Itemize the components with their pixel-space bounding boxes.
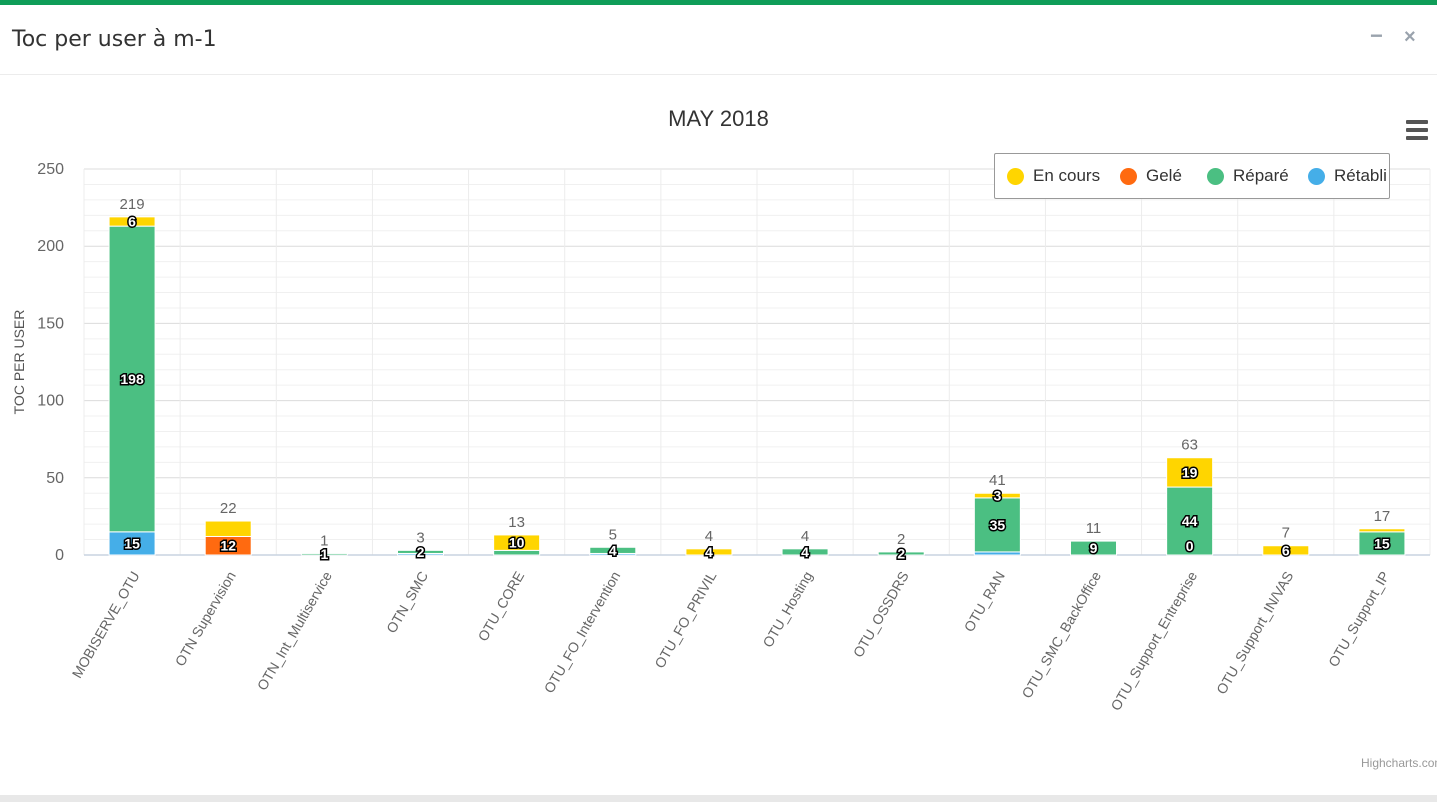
legend-marker — [1308, 167, 1325, 185]
legend-label: Gelé — [1146, 166, 1182, 185]
data-label: 1 — [320, 546, 328, 562]
stack-total-label: 4 — [801, 528, 809, 545]
data-label: 2 — [417, 544, 425, 560]
stack-total-label: 41 — [989, 472, 1006, 489]
legend-marker — [1120, 167, 1137, 185]
x-tick-label: OTU_RAN — [961, 569, 1008, 635]
bar-segment — [589, 546, 637, 554]
footer-strip — [0, 795, 1437, 802]
data-label: 10 — [509, 535, 525, 551]
bar-segment — [781, 548, 829, 556]
x-tick-label: OTU_Support_IP — [1325, 569, 1393, 670]
x-tick-label: OTU_CORE — [474, 569, 527, 644]
legend-item-en-cours[interactable]: En cours — [1007, 164, 1100, 188]
legend-marker — [1007, 167, 1024, 185]
data-label: 4 — [801, 544, 809, 560]
bar-segment — [1166, 457, 1214, 488]
x-tick-label: OTN_SMC — [383, 569, 431, 636]
legend-item-retabli[interactable]: Rétabli — [1308, 164, 1387, 188]
bar-segment — [300, 552, 348, 556]
legend-item-repare[interactable]: Réparé — [1207, 164, 1289, 188]
minimize-button[interactable]: − — [1370, 23, 1383, 48]
legend-label: Rétabli — [1334, 166, 1387, 185]
y-tick-label: 250 — [37, 161, 64, 178]
data-label: 19 — [1182, 464, 1198, 480]
stack-total-label: 5 — [609, 526, 617, 543]
stack-total-label: 11 — [1086, 520, 1102, 537]
bar-segment — [973, 497, 1021, 553]
data-label: 6 — [128, 213, 136, 229]
chart-title: MAY 2018 — [668, 106, 769, 131]
bar-segment — [1070, 540, 1117, 556]
y-tick-label: 50 — [46, 470, 64, 487]
x-tick-label: OTU_FO_PRIVIL — [651, 568, 719, 671]
y-tick-label: 150 — [37, 315, 64, 332]
panel-header: Toc per user à m-1 − × — [0, 5, 1437, 75]
stack-total-label: 63 — [1181, 437, 1198, 454]
bar-segment — [1358, 528, 1406, 533]
legend-label: Réparé — [1233, 166, 1289, 185]
stack-total-label: 17 — [1374, 508, 1391, 525]
stack-total-label: 219 — [120, 196, 145, 213]
x-tick-label: OTU_OSSDRS — [850, 569, 912, 661]
x-tick-label: OTU_Hosting — [759, 569, 815, 650]
y-tick-label: 200 — [37, 238, 64, 255]
y-axis-title: TOC PER USER — [11, 310, 27, 415]
panel-title: Toc per user à m-1 — [12, 27, 217, 52]
stack-total-label: 4 — [705, 528, 713, 545]
chart-menu-icon[interactable] — [1405, 118, 1429, 142]
credits-link[interactable]: Highcharts.com — [1361, 756, 1437, 770]
bar-segment — [204, 520, 252, 537]
legend-label: En cours — [1033, 166, 1101, 185]
bar-segment — [973, 492, 1021, 499]
stack-total-label: 1 — [320, 532, 328, 549]
stack-total-label: 13 — [508, 514, 525, 531]
top-accent-bar — [0, 0, 1437, 5]
bar-segment — [108, 216, 156, 227]
data-label: 2 — [897, 545, 905, 561]
stack-total-label: 22 — [220, 500, 237, 517]
stack-total-label: 3 — [416, 529, 424, 546]
x-tick-label: OTU_FO_Intervention — [541, 569, 624, 696]
data-label: 44 — [1182, 513, 1198, 529]
x-tick-label: OTU_Support_IN/VAS — [1213, 569, 1296, 697]
data-label: 0 — [1186, 538, 1194, 554]
x-tick-label: MOBISERVE_OTU — [69, 569, 143, 681]
data-label: 198 — [120, 371, 144, 387]
y-tick-label: 100 — [37, 393, 64, 410]
legend-item-gele[interactable]: Gelé — [1120, 164, 1182, 188]
stack-total-label: 2 — [897, 531, 905, 548]
chart-container: 0 50 100 150 200 250 TOC PER USER 219 MOBISERVE_… — [0, 75, 1437, 795]
chart-legend: En cours Gelé Réparé Rétabli — [994, 153, 1390, 199]
x-tick-label: OTU_Support_Entreprise — [1107, 568, 1200, 713]
data-label: 35 — [990, 517, 1006, 533]
x-tick-label: OTN_Int_Multiservice — [254, 568, 335, 693]
x-tick-label: OTN Supervision — [172, 569, 239, 669]
bar-segment — [397, 549, 444, 554]
data-label: 4 — [609, 542, 617, 558]
data-label: 3 — [993, 488, 1001, 504]
y-tick-label: 0 — [55, 547, 64, 564]
data-label: 15 — [1374, 535, 1390, 551]
close-button[interactable]: × — [1404, 26, 1416, 48]
bar-segment — [493, 534, 541, 551]
bar-segment — [493, 549, 541, 556]
bar-segment — [108, 225, 156, 533]
data-label: 15 — [124, 535, 140, 551]
data-label: 9 — [1090, 540, 1098, 556]
x-tick-label: OTU_SMC_BackOffice — [1018, 568, 1104, 701]
data-label: 6 — [1282, 542, 1290, 558]
legend-marker — [1207, 167, 1224, 185]
stack-total-label: 7 — [1282, 525, 1290, 542]
data-label: 4 — [705, 544, 713, 560]
bar-segment — [685, 548, 733, 556]
bar-segment — [1262, 545, 1310, 556]
bar-segment — [877, 551, 925, 556]
data-label: 12 — [220, 538, 236, 554]
